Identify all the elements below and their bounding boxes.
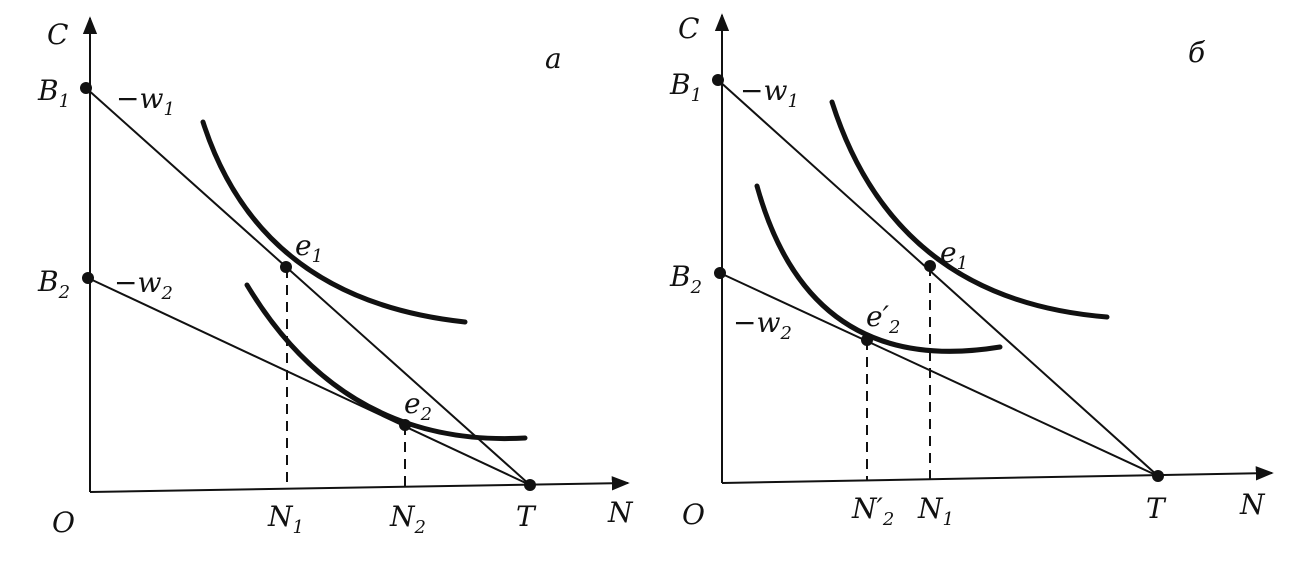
panel-a-e2-label: e2 bbox=[404, 387, 432, 425]
panel-a-budget-line-1 bbox=[85, 87, 531, 486]
panel-b-indifference-curve-2 bbox=[754, 183, 1003, 354]
panel-b-indifference-curve-1 bbox=[829, 99, 1110, 320]
panel-a-e1-label: e1 bbox=[295, 229, 323, 267]
panel-b-n1-label: N1 bbox=[917, 492, 954, 530]
panel-b-budget-line-1 bbox=[717, 79, 1159, 477]
panel-a-n2-label: N2 bbox=[389, 500, 426, 538]
panel-b-w2-label: −w2 bbox=[733, 306, 792, 344]
panel-a-n1-label: N1 bbox=[267, 500, 304, 538]
panel-b-point-t bbox=[1152, 470, 1164, 482]
panel-a-budget-line-2 bbox=[87, 277, 531, 486]
panel-a-panel-label: а bbox=[545, 42, 562, 75]
panel-a-w1-label: −w1 bbox=[116, 82, 175, 120]
panel-a-b1-label: B1 bbox=[37, 74, 70, 112]
panel-a-w2-label: −w2 bbox=[114, 266, 173, 304]
panel-b-x-axis-label: N bbox=[1239, 488, 1266, 521]
panel-b: C б O N B1 B2 −w1 −w2 e1 e′2 N′2 N1 T bbox=[669, 12, 1274, 531]
panel-a-y-axis-label: C bbox=[47, 18, 68, 51]
panel-a-x-axis-label: N bbox=[607, 496, 634, 529]
panel-a-point-b1 bbox=[80, 82, 92, 94]
panel-a-indifference-curve-2 bbox=[244, 282, 528, 442]
panel-a-point-t bbox=[524, 479, 536, 491]
panel-b-e1-label: e1 bbox=[940, 236, 968, 274]
panel-b-n2-label: N′2 bbox=[851, 492, 894, 530]
panel-a-origin-label: O bbox=[52, 506, 75, 539]
panel-a-b2-label: B2 bbox=[37, 265, 70, 303]
panel-b-budget-line-2 bbox=[719, 272, 1159, 477]
panel-a-point-e1 bbox=[280, 261, 292, 273]
panel-b-x-axis bbox=[721, 466, 1274, 484]
panel-a-t-label: T bbox=[516, 500, 537, 533]
panel-b-e2-label: e′2 bbox=[866, 300, 900, 338]
panel-b-point-e1 bbox=[924, 260, 936, 272]
panel-b-t-label: T bbox=[1146, 492, 1167, 525]
panel-b-b2-label: B2 bbox=[669, 260, 702, 298]
panel-a-point-e2 bbox=[399, 419, 411, 431]
panel-b-b1-label: B1 bbox=[669, 68, 702, 106]
panel-a-x-axis bbox=[89, 476, 630, 493]
panel-a-indifference-curve-1 bbox=[200, 119, 468, 325]
panel-b-panel-label: б bbox=[1188, 36, 1206, 69]
panel-a: C а O N B1 B2 −w1 −w2 e1 e2 N1 N2 T bbox=[37, 16, 634, 539]
panel-b-point-e2 bbox=[861, 334, 873, 346]
panel-b-w1-label: −w1 bbox=[740, 74, 799, 112]
panel-b-origin-label: O bbox=[682, 498, 705, 531]
panel-b-y-axis-label: C bbox=[678, 12, 699, 45]
panel-b-point-b1 bbox=[712, 74, 724, 86]
panel-a-point-b2 bbox=[82, 272, 94, 284]
panel-b-point-b2 bbox=[714, 267, 726, 279]
